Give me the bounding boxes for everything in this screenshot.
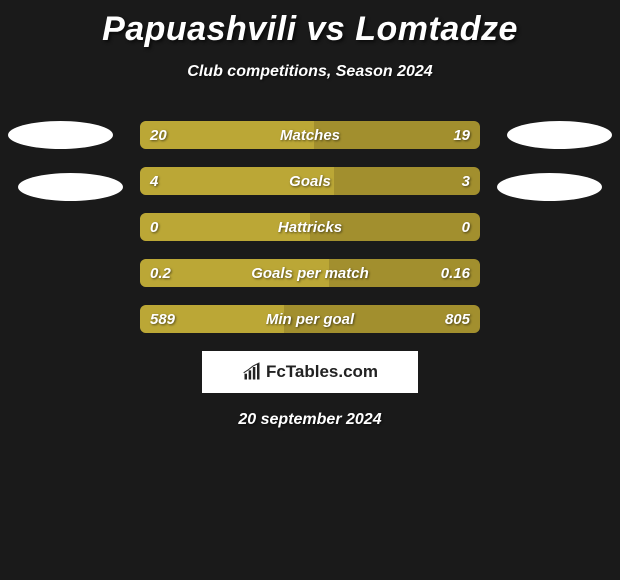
stat-right-value: 19 [453,121,470,149]
stat-right-value: 3 [462,167,470,195]
stat-label: Goals per match [140,259,480,287]
stat-right-value: 0.16 [441,259,470,287]
date-label: 20 september 2024 [0,411,620,429]
stat-row: 20Matches19 [140,121,480,149]
stat-row: 589Min per goal805 [140,305,480,333]
brand-badge: FcTables.com [202,351,418,393]
stat-right-value: 0 [462,213,470,241]
brand-text: FcTables.com [266,362,378,382]
page-title: Papuashvili vs Lomtadze [0,0,620,49]
stat-right-value: 805 [445,305,470,333]
decor-ellipse-left-1 [8,121,113,149]
bar-list: 20Matches19 4Goals3 0Hattricks0 0.2Goals pe… [140,121,480,333]
stat-row: 4Goals3 [140,167,480,195]
decor-ellipse-right-2 [497,173,602,201]
stat-label: Min per goal [140,305,480,333]
bar-chart-icon [242,362,262,382]
page-subtitle: Club competitions, Season 2024 [0,63,620,81]
stat-row: 0Hattricks0 [140,213,480,241]
stat-label: Goals [140,167,480,195]
comparison-chart: 20Matches19 4Goals3 0Hattricks0 0.2Goals pe… [0,121,620,429]
decor-ellipse-left-2 [18,173,123,201]
decor-ellipse-right-1 [507,121,612,149]
stat-row: 0.2Goals per match0.16 [140,259,480,287]
stat-label: Hattricks [140,213,480,241]
stat-label: Matches [140,121,480,149]
